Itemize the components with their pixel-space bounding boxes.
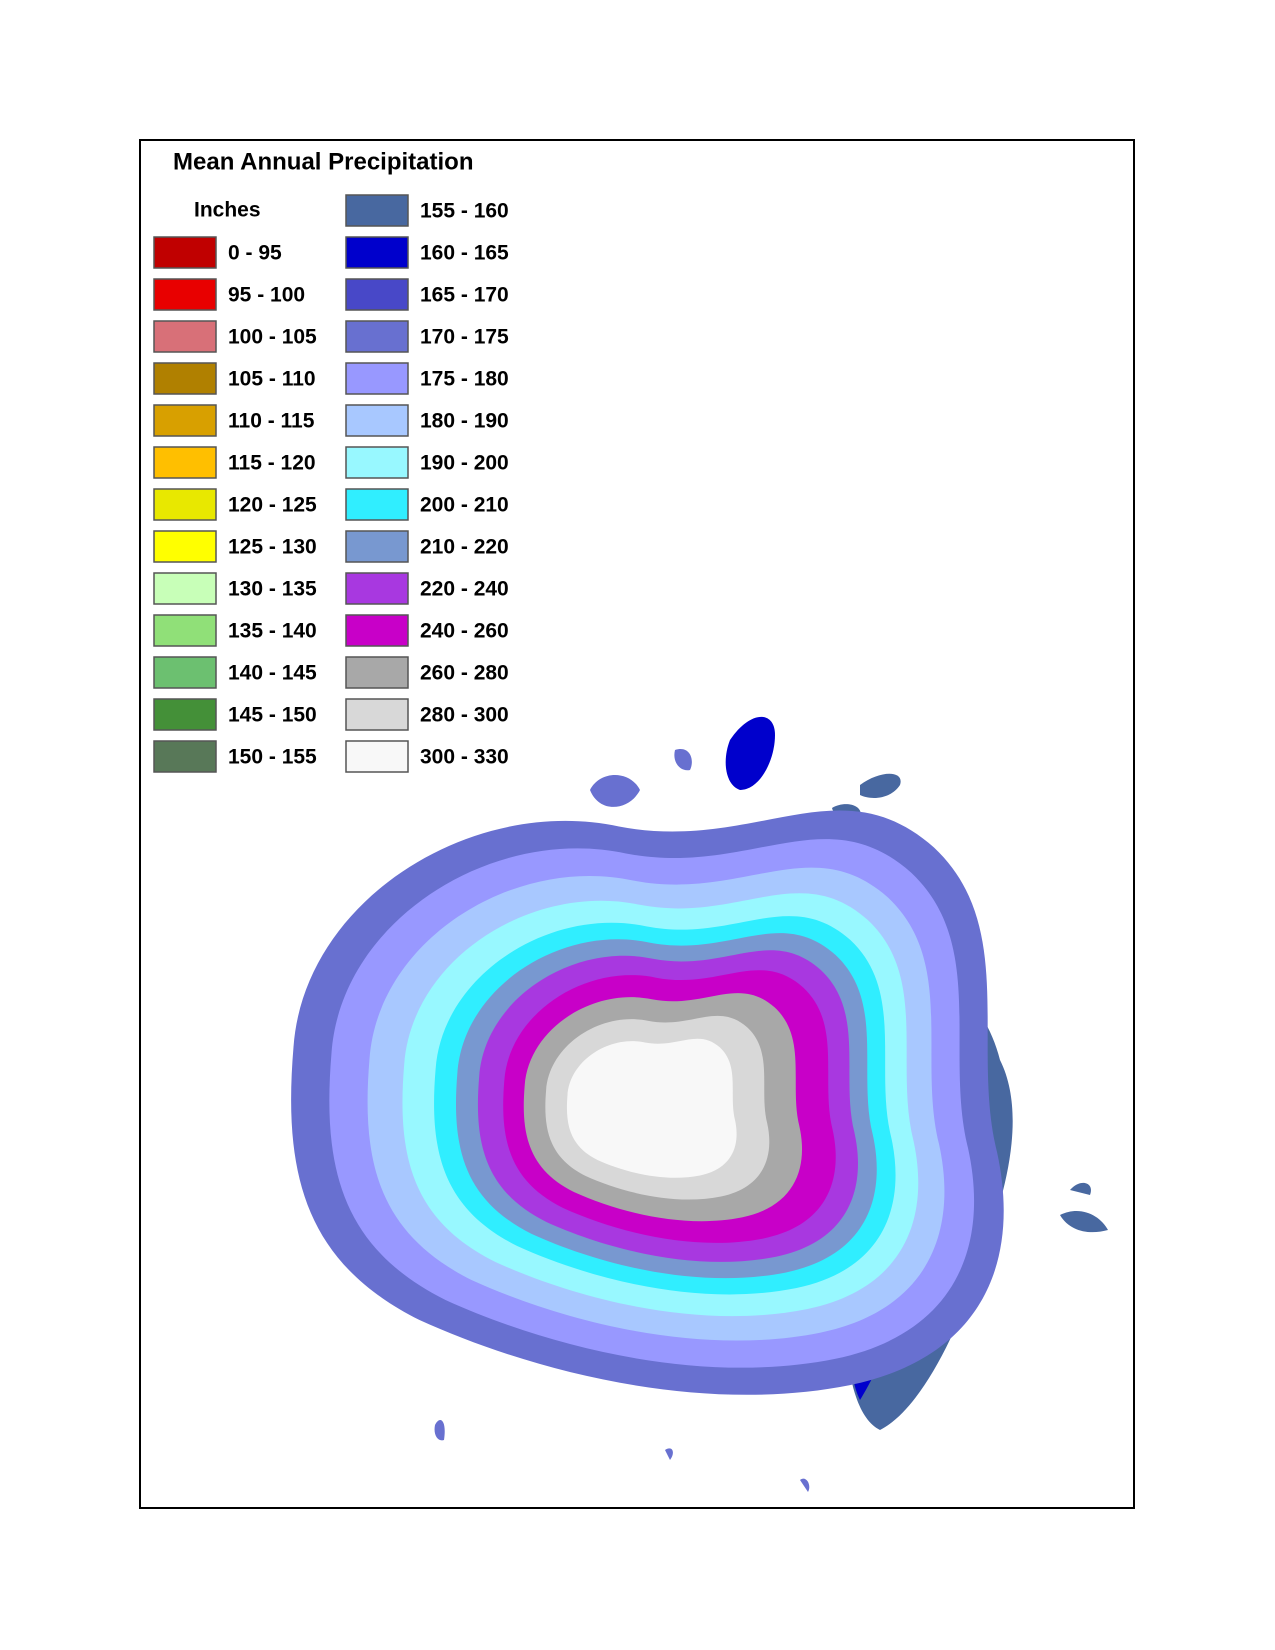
legend-swatch [153, 320, 217, 353]
legend-label: 220 - 240 [420, 578, 509, 601]
legend-label: 260 - 280 [420, 662, 509, 685]
legend-swatch [153, 278, 217, 311]
legend-label: 95 - 100 [228, 284, 305, 307]
legend-label: 280 - 300 [420, 704, 509, 727]
legend-swatch [153, 446, 217, 479]
map-island [590, 749, 692, 807]
legend-label: 120 - 125 [228, 494, 317, 517]
map-island [1060, 1182, 1108, 1233]
legend-swatch [345, 194, 409, 227]
legend-label: 110 - 115 [228, 410, 315, 433]
legend-swatch [153, 656, 217, 689]
legend-swatch [153, 698, 217, 731]
legend-label: 140 - 145 [228, 662, 317, 685]
map-island [725, 716, 775, 790]
legend-unit: Inches [194, 199, 261, 222]
legend-swatch [345, 236, 409, 269]
legend-label: 240 - 260 [420, 620, 509, 643]
legend-swatch [345, 572, 409, 605]
legend-label: 180 - 190 [420, 410, 509, 433]
legend-label: 135 - 140 [228, 620, 317, 643]
legend-swatch [345, 320, 409, 353]
legend-label: 115 - 120 [228, 452, 316, 475]
legend-label: 150 - 155 [228, 746, 317, 769]
legend-label: 210 - 220 [420, 536, 509, 559]
legend-swatch [345, 614, 409, 647]
legend-swatch [345, 488, 409, 521]
legend-label: 130 - 135 [228, 578, 317, 601]
legend-swatch [153, 614, 217, 647]
legend-label: 175 - 180 [420, 368, 509, 391]
legend-label: 190 - 200 [420, 452, 509, 475]
legend-swatch [153, 488, 217, 521]
legend-swatch [153, 530, 217, 563]
legend-label: 170 - 175 [420, 326, 509, 349]
legend-swatch [153, 362, 217, 395]
legend-label: 0 - 95 [228, 242, 282, 265]
map [291, 716, 1108, 1492]
legend-swatch [153, 572, 217, 605]
legend-label: 165 - 170 [420, 284, 509, 307]
legend-swatch [345, 740, 409, 773]
legend-swatch [345, 656, 409, 689]
legend-swatch [153, 740, 217, 773]
legend-label: 100 - 105 [228, 326, 317, 349]
precipitation-zones [291, 810, 1004, 1395]
legend-swatch [153, 404, 217, 437]
legend-label: 300 - 330 [420, 746, 509, 769]
legend-swatch [345, 404, 409, 437]
legend-swatch [345, 698, 409, 731]
legend-label: 125 - 130 [228, 536, 317, 559]
map-island [832, 773, 901, 820]
legend-label: 200 - 210 [420, 494, 509, 517]
legend-label: 155 - 160 [420, 200, 509, 223]
legend-swatch [345, 446, 409, 479]
legend-swatch [345, 278, 409, 311]
legend-label: 160 - 165 [420, 242, 509, 265]
legend: 0 - 95 95 - 100 100 - 105 105 - 110 110 - 11… [153, 194, 509, 773]
map-title: Mean Annual Precipitation [173, 148, 473, 175]
legend-swatch [345, 362, 409, 395]
legend-swatch [345, 530, 409, 563]
legend-label: 105 - 110 [228, 368, 316, 391]
legend-swatch [153, 236, 217, 269]
legend-label: 145 - 150 [228, 704, 317, 727]
